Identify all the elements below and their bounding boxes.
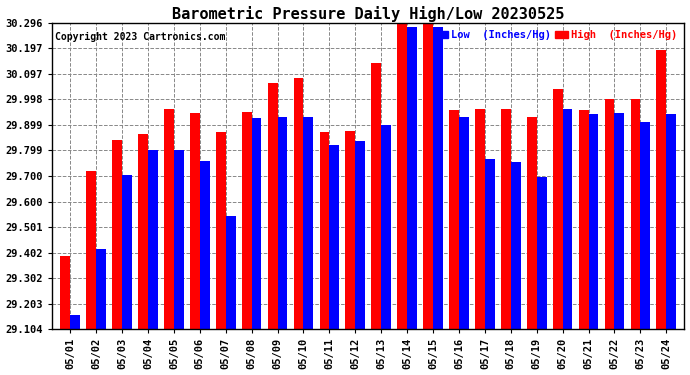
Bar — [355, 141, 365, 329]
Bar — [527, 117, 537, 329]
Bar — [423, 24, 433, 329]
Bar — [407, 27, 417, 329]
Bar — [381, 124, 391, 329]
Bar — [459, 117, 469, 329]
Bar — [640, 122, 650, 329]
Bar — [164, 109, 174, 329]
Bar — [449, 110, 459, 329]
Bar — [122, 175, 132, 329]
Title: Barometric Pressure Daily High/Low 20230525: Barometric Pressure Daily High/Low 20230… — [172, 6, 564, 21]
Bar — [112, 140, 122, 329]
Bar — [200, 160, 210, 329]
Legend: Low  (Inches/Hg), High  (Inches/Hg): Low (Inches/Hg), High (Inches/Hg) — [433, 28, 679, 42]
Bar — [70, 315, 80, 329]
Bar — [475, 109, 485, 329]
Bar — [329, 145, 339, 329]
Bar — [190, 113, 200, 329]
Bar — [304, 117, 313, 329]
Bar — [294, 78, 304, 329]
Bar — [656, 50, 667, 329]
Bar — [148, 150, 158, 329]
Bar — [485, 159, 495, 329]
Text: Copyright 2023 Cartronics.com: Copyright 2023 Cartronics.com — [55, 32, 226, 42]
Bar — [371, 63, 381, 329]
Bar — [226, 216, 235, 329]
Bar — [252, 118, 262, 329]
Bar — [174, 150, 184, 329]
Bar — [537, 177, 546, 329]
Bar — [615, 113, 624, 329]
Bar — [604, 99, 615, 329]
Bar — [319, 132, 329, 329]
Bar — [346, 131, 355, 329]
Bar — [397, 24, 407, 329]
Bar — [501, 109, 511, 329]
Bar — [86, 171, 96, 329]
Bar — [277, 117, 288, 329]
Bar — [667, 114, 676, 329]
Bar — [268, 83, 277, 329]
Bar — [579, 110, 589, 329]
Bar — [511, 162, 521, 329]
Bar — [96, 249, 106, 329]
Bar — [216, 132, 226, 329]
Bar — [433, 27, 443, 329]
Bar — [589, 114, 598, 329]
Bar — [553, 88, 562, 329]
Bar — [61, 256, 70, 329]
Bar — [241, 112, 252, 329]
Bar — [138, 134, 148, 329]
Bar — [562, 109, 573, 329]
Bar — [631, 99, 640, 329]
